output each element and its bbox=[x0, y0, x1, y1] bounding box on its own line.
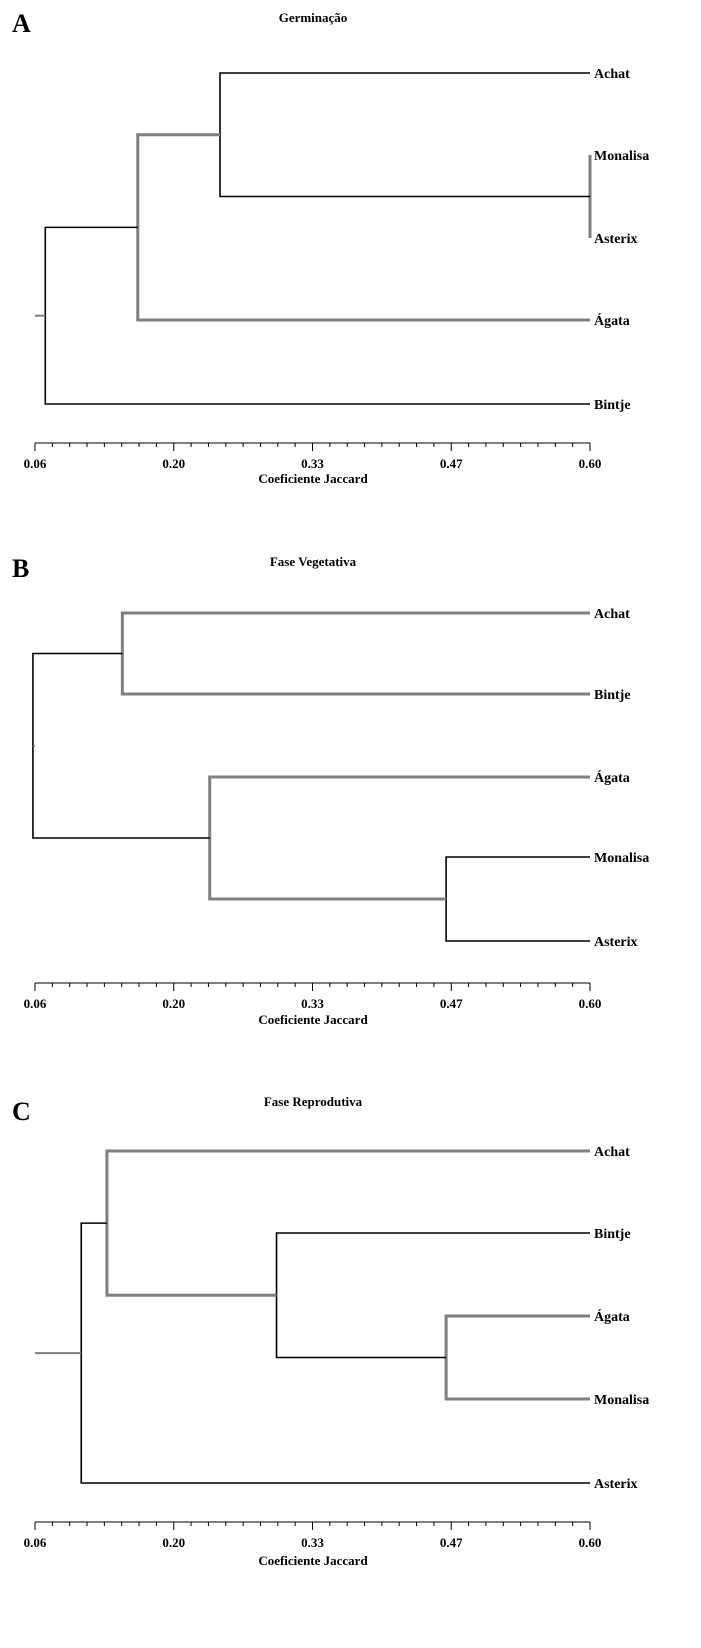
panel-a-leaf-label: Monalisa bbox=[594, 149, 649, 164]
panel-b-leaf-label: Asterix bbox=[594, 935, 638, 950]
panel-b-branch bbox=[208, 775, 590, 901]
panel-a-letter: A bbox=[12, 9, 31, 38]
panel-a-leaf-label: Achat bbox=[594, 67, 630, 82]
panel-c-leaf-label: Ágata bbox=[594, 1308, 630, 1325]
panel-c-x-axis-label: Coeficiente Jaccard bbox=[258, 1553, 368, 1568]
panel-a-leaf-label: Ágata bbox=[594, 312, 630, 329]
panel-a-branch bbox=[44, 226, 590, 405]
panel-a-tick-label: 0.33 bbox=[301, 456, 324, 471]
panel-c-branch bbox=[80, 1222, 590, 1484]
panel-b: B Fase Vegetativa Achat Bintje Ágata Monalisa… bbox=[12, 554, 649, 1027]
panel-b-branch bbox=[32, 652, 210, 839]
panel-c-leaf-label: Asterix bbox=[594, 1477, 638, 1492]
panel-a-tick-label: 0.20 bbox=[162, 456, 185, 471]
panel-c-branch bbox=[444, 1314, 590, 1401]
panel-a-branch bbox=[136, 133, 590, 322]
panel-c-tick-label: 0.33 bbox=[301, 1535, 324, 1550]
panel-b-letter: B bbox=[12, 554, 29, 583]
panel-b-leaf-label: Bintje bbox=[594, 688, 631, 703]
panel-c-letter: C bbox=[12, 1097, 31, 1126]
panel-b-leaf-label: Achat bbox=[594, 607, 630, 622]
panel-a-title: Germinação bbox=[279, 10, 348, 25]
panel-b-tick-label: 0.60 bbox=[579, 996, 602, 1011]
panel-a-tick-label: 0.06 bbox=[24, 456, 47, 471]
panel-a-branch bbox=[219, 72, 590, 198]
panel-c-leaf-label: Monalisa bbox=[594, 1393, 649, 1408]
panel-b-tick-label: 0.47 bbox=[440, 996, 463, 1011]
panel-c-branch bbox=[275, 1232, 590, 1359]
panel-a-leaf-label: Bintje bbox=[594, 398, 631, 413]
panel-c-title: Fase Reprodutiva bbox=[264, 1094, 363, 1109]
panel-b-x-axis-label: Coeficiente Jaccard bbox=[258, 1012, 368, 1027]
panel-c-tick-label: 0.20 bbox=[162, 1535, 185, 1550]
panel-b-tick-label: 0.20 bbox=[162, 996, 185, 1011]
panel-b-title: Fase Vegetativa bbox=[270, 554, 357, 569]
panel-b-branch bbox=[445, 856, 590, 942]
panel-c-leaf-label: Achat bbox=[594, 1145, 630, 1160]
panel-a-x-axis-label: Coeficiente Jaccard bbox=[258, 471, 368, 486]
panel-b-leaf-label: Ágata bbox=[594, 769, 630, 786]
panel-c-tick-label: 0.47 bbox=[440, 1535, 463, 1550]
panel-a-tick-label: 0.60 bbox=[579, 456, 602, 471]
panel-b-branch bbox=[120, 611, 590, 696]
panel-a-tick-label: 0.47 bbox=[440, 456, 463, 471]
panel-c-tick-label: 0.60 bbox=[579, 1535, 602, 1550]
panel-a-leaf-label: Asterix bbox=[594, 232, 638, 247]
panel-c-leaf-label: Bintje bbox=[594, 1227, 631, 1242]
panel-b-leaf-label: Monalisa bbox=[594, 851, 649, 866]
panel-c: C Fase Reprodutiva Achat Bintje Ágata Monalis… bbox=[12, 1094, 649, 1568]
panel-c-tick-label: 0.06 bbox=[24, 1535, 47, 1550]
panel-b-tick-label: 0.06 bbox=[24, 996, 47, 1011]
panel-a: A Germinação Achat Monalisa Asterix Ágata Bint… bbox=[12, 9, 649, 486]
panel-b-tick-label: 0.33 bbox=[301, 996, 324, 1011]
panel-c-branch bbox=[105, 1149, 590, 1297]
